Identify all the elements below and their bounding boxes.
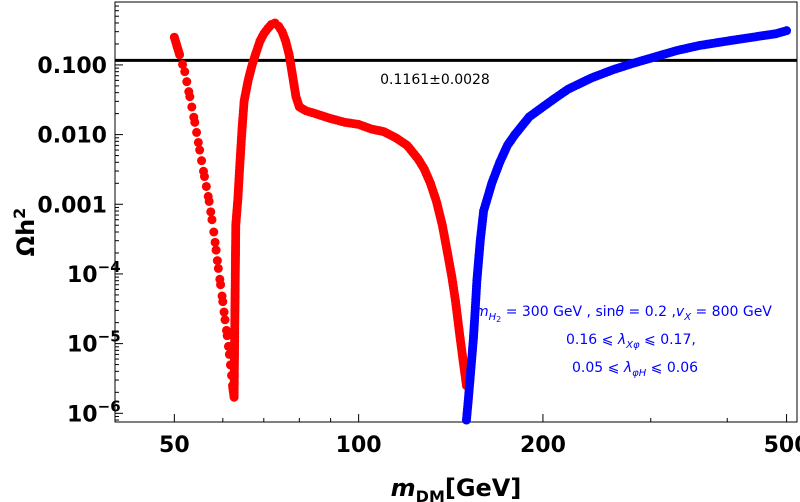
data-point	[207, 215, 217, 225]
data-point	[782, 26, 792, 36]
data-point	[211, 245, 221, 255]
data-point	[222, 331, 232, 341]
y-axis-label: Ωh2	[10, 208, 40, 257]
annotation-line-3: 0.05 ⩽ λφH ⩽ 0.06	[572, 360, 698, 379]
data-point	[209, 227, 219, 237]
data-point	[199, 172, 209, 182]
data-point	[187, 102, 197, 112]
plot-frame	[114, 1, 798, 423]
x-tick-label: 100	[336, 433, 382, 458]
x-axis-label: mDM[GeV]	[391, 474, 522, 502]
series-red	[169, 18, 471, 402]
x-tick-label: 500	[764, 433, 800, 458]
data-point	[204, 196, 214, 206]
data-point	[192, 127, 202, 137]
annotation-line-1: mH2 = 300 GeV , sinθ = 0.2 ,vX = 800 GeV	[475, 304, 772, 324]
data-point	[213, 263, 223, 273]
y-tick-label: 0.001	[37, 193, 107, 218]
x-tick-label: 200	[520, 433, 566, 458]
data-point	[218, 297, 228, 307]
data-point	[175, 50, 185, 60]
x-axis-ticks: 50 100 200 500	[114, 414, 800, 458]
data-point	[220, 315, 230, 325]
data-point	[210, 237, 220, 247]
data-point	[206, 207, 216, 217]
parameter-annotation: mH2 = 300 GeV , sinθ = 0.2 ,vX = 800 GeV…	[475, 304, 772, 379]
annotation-line-2: 0.16 ⩽ λXφ ⩽ 0.17,	[566, 332, 696, 351]
data-point	[190, 117, 200, 127]
data-point	[212, 256, 222, 266]
y-tick-label: 10−6	[67, 397, 121, 427]
y-tick-label: 0.100	[37, 54, 107, 79]
y-tick-label: 10−4	[67, 258, 121, 288]
y-axis-ticks: 0.100 0.010 0.001 10−4 10−5 10−6	[37, 1, 123, 427]
data-point	[219, 307, 229, 317]
data-point	[180, 67, 190, 77]
x-tick-label: 50	[159, 433, 190, 458]
data-point	[201, 181, 211, 191]
data-point	[185, 92, 195, 102]
series-blue	[461, 26, 792, 425]
data-point	[197, 156, 207, 166]
y-tick-label: 10−5	[67, 328, 121, 358]
reference-line-label: 0.1161±0.0028	[380, 72, 490, 88]
data-point	[178, 59, 188, 69]
y-tick-label: 0.010	[37, 124, 107, 149]
data-point	[216, 280, 226, 290]
data-point	[195, 145, 205, 155]
data-point	[193, 137, 203, 147]
data-point	[182, 77, 192, 87]
